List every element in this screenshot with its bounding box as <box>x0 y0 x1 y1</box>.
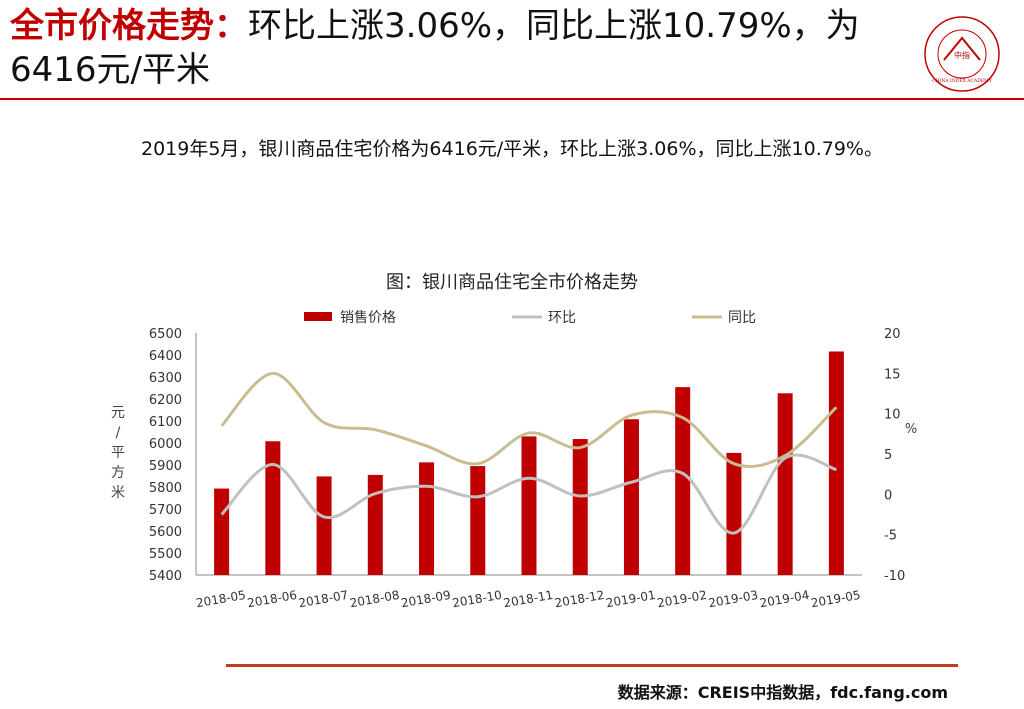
legend-label: 同比 <box>728 310 756 326</box>
y-tick-label-right: 20 <box>884 327 901 342</box>
y-tick-label-left: 5700 <box>149 503 182 518</box>
y-tick-label-left: 5600 <box>149 525 182 540</box>
y-tick-label-left: 6200 <box>149 393 182 408</box>
chart-title: 图：银川商品住宅全市价格走势 <box>386 272 638 293</box>
x-tick-label: 2018-10 <box>451 588 503 610</box>
y-tick-label-right: -5 <box>884 529 897 544</box>
price-bar <box>828 351 844 575</box>
logo-outer-ring <box>924 16 1000 92</box>
x-tick-label: 2018-07 <box>297 588 349 610</box>
logo-inner-ring <box>937 29 987 79</box>
x-tick-label: 2018-05 <box>195 588 247 610</box>
china-index-academy-logo: 中指 CHINA INDEX ACADEMY <box>924 16 1000 92</box>
price-bar <box>521 436 537 575</box>
logo-ring-text: CHINA INDEX ACADEMY <box>932 78 992 84</box>
y-tick-label-right: 5 <box>884 448 892 463</box>
legend-label: 环比 <box>548 310 576 326</box>
y-tick-label-right: -10 <box>884 569 905 584</box>
price-bar <box>572 439 588 575</box>
y-axis-right-label: % <box>905 422 917 437</box>
title-divider <box>0 98 1024 100</box>
price-bar <box>316 476 332 575</box>
price-bar <box>214 488 230 575</box>
price-bar <box>367 474 383 575</box>
y-axis-left-label: 元/平方米 <box>111 405 125 501</box>
slide-title-highlight: 全市价格走势： <box>10 6 248 46</box>
legend-swatch-price <box>304 312 332 321</box>
price-bar <box>675 387 691 575</box>
slide-title: 全市价格走势：环比上涨3.06%，同比上涨10.79%，为6416元/平米 <box>10 4 890 92</box>
y-tick-label-left: 6400 <box>149 349 182 364</box>
price-bar <box>777 393 793 575</box>
logo-center-text: 中指 <box>954 50 970 60</box>
y-tick-label-left: 5900 <box>149 459 182 474</box>
x-tick-label: 2019-05 <box>810 588 862 610</box>
x-tick-label: 2019-02 <box>656 588 708 610</box>
logo-chevron-mark <box>943 36 981 61</box>
price-bar <box>265 441 281 575</box>
x-tick-label: 2019-04 <box>759 588 811 610</box>
y-tick-label-left: 6000 <box>149 437 182 452</box>
x-tick-label: 2018-11 <box>502 588 554 610</box>
price-bar <box>419 462 435 575</box>
x-tick-label: 2019-03 <box>707 588 759 610</box>
y-tick-label-left: 6500 <box>149 327 182 342</box>
x-tick-label: 2018-09 <box>400 588 452 610</box>
price-bar <box>726 452 742 575</box>
slide-title-rest: 环比上涨3.06%，同比上涨10.79%，为6416元/平米 <box>10 6 860 90</box>
y-tick-label-left: 5400 <box>149 569 182 584</box>
legend-label: 销售价格 <box>340 310 396 326</box>
y-tick-label-left: 6300 <box>149 371 182 386</box>
x-tick-label: 2019-01 <box>605 588 657 610</box>
footer-divider <box>226 664 958 667</box>
x-tick-label: 2018-12 <box>554 588 606 610</box>
x-tick-label: 2018-08 <box>349 588 401 610</box>
price-bar <box>623 419 639 575</box>
y-tick-label-right: 15 <box>884 367 901 382</box>
y-tick-label-left: 5500 <box>149 547 182 562</box>
data-source-note: 数据来源：CREIS中指数据，fdc.fang.com <box>617 683 948 702</box>
summary-text: 2019年5月，银川商品住宅价格为6416元/平米，环比上涨3.06%，同比上涨… <box>140 138 883 160</box>
y-tick-label-right: 0 <box>884 488 892 503</box>
y-tick-label-right: 10 <box>884 408 901 423</box>
mom-series-line <box>220 453 837 535</box>
y-tick-label-left: 6100 <box>149 415 182 430</box>
y-tick-label-left: 5800 <box>149 481 182 496</box>
x-tick-label: 2018-06 <box>246 588 298 610</box>
yoy-series-line <box>220 371 838 468</box>
price-bar <box>470 466 486 575</box>
